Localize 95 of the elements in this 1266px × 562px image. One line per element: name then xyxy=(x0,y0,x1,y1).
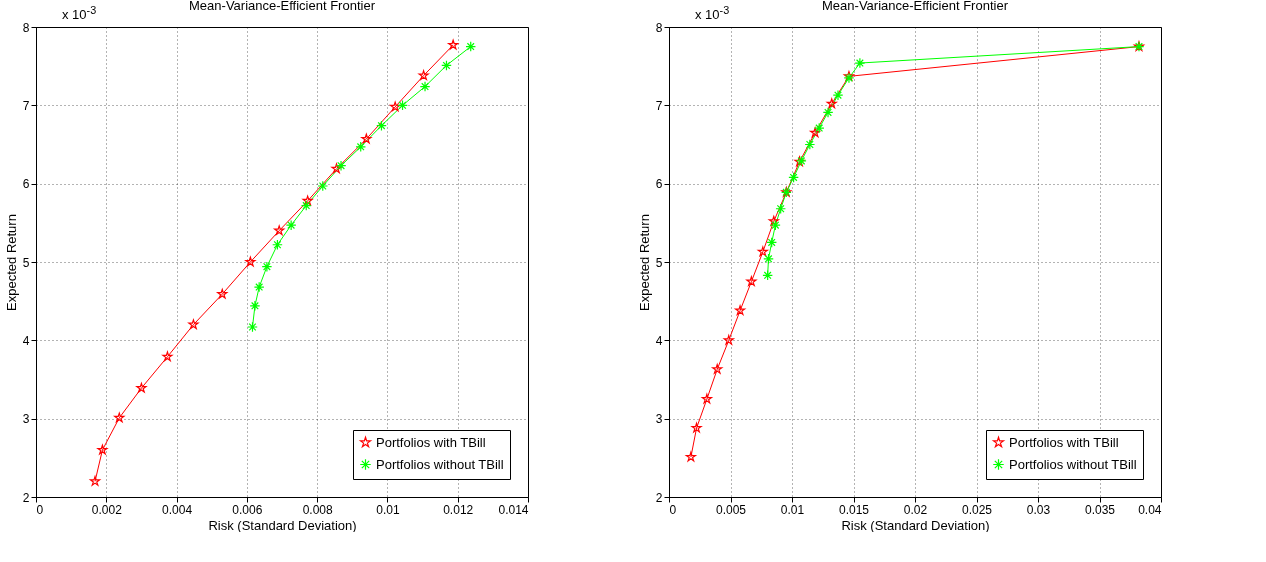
point xyxy=(335,160,347,171)
point xyxy=(247,321,258,333)
legend-label: Portfolios with TBill xyxy=(1009,434,1119,450)
point xyxy=(734,305,746,316)
point xyxy=(746,276,757,287)
point xyxy=(114,412,125,423)
point xyxy=(253,281,265,293)
x-tick-label: 0.006 xyxy=(232,502,263,517)
x-tick-label: 0.035 xyxy=(1084,502,1116,517)
point xyxy=(300,200,312,211)
point xyxy=(217,288,228,299)
point xyxy=(813,122,825,134)
x-tick-label: 0.03 xyxy=(1026,502,1051,517)
x-tick-label: 0.025 xyxy=(961,502,993,517)
point xyxy=(712,363,723,374)
point xyxy=(376,120,387,132)
y-tick-label: 6 xyxy=(655,177,663,192)
text: x 10$^{-3}$ xyxy=(695,4,730,23)
point xyxy=(701,393,712,404)
point xyxy=(757,246,768,257)
x-axis-title: Risk (Standard Deviation) xyxy=(841,517,990,533)
point xyxy=(390,101,401,112)
x-tick-label: 0 xyxy=(36,502,44,517)
point xyxy=(770,219,781,231)
point xyxy=(89,475,101,486)
point xyxy=(810,127,821,138)
point xyxy=(285,219,297,231)
x-tick-label: 0.005 xyxy=(715,502,747,517)
point xyxy=(763,253,774,265)
point xyxy=(331,163,342,174)
legend-label: Portfolios without TBill xyxy=(376,456,504,472)
y-axis-title: Expected Return xyxy=(3,214,19,311)
point xyxy=(317,180,329,192)
x-tick-label: 0 xyxy=(669,502,677,517)
legend-label: Portfolios without TBill xyxy=(1009,456,1137,472)
y-tick-label: 8 xyxy=(22,20,30,35)
point xyxy=(691,422,702,433)
point xyxy=(418,70,429,81)
point xyxy=(272,239,283,251)
y-tick-label: 4 xyxy=(655,333,663,348)
x-tick-label: 0.02 xyxy=(903,502,928,517)
point xyxy=(448,39,459,50)
point xyxy=(188,319,199,330)
point xyxy=(768,215,779,226)
point xyxy=(826,98,837,109)
point xyxy=(397,99,408,111)
y-tick-label: 7 xyxy=(22,98,30,113)
x-tick-label: 0.014 xyxy=(498,502,529,517)
point xyxy=(249,300,261,312)
point xyxy=(261,261,273,273)
point xyxy=(832,89,844,101)
x-tick-label: 0.015 xyxy=(838,502,870,517)
point xyxy=(162,351,173,362)
legend-label: Portfolios with TBill xyxy=(376,434,486,450)
x-tick-label: 0.012 xyxy=(443,502,474,517)
y-tick-label: 3 xyxy=(655,412,663,427)
x-tick-label: 0.04 xyxy=(1138,502,1162,517)
point xyxy=(766,237,778,248)
y-tick-label: 2 xyxy=(655,490,663,505)
point xyxy=(854,57,866,69)
point xyxy=(723,334,734,345)
x-tick-label: 0.01 xyxy=(376,502,400,517)
point xyxy=(685,451,696,462)
y-tick-label: 5 xyxy=(655,255,663,270)
x-tick-label: 0.01 xyxy=(780,502,805,517)
point xyxy=(822,107,834,118)
y-tick-label: 4 xyxy=(22,333,30,348)
y-tick-label: 2 xyxy=(22,490,30,505)
point xyxy=(97,444,108,455)
point xyxy=(465,41,477,52)
point xyxy=(274,225,285,236)
point xyxy=(804,139,816,150)
x-axis-title: Risk (Standard Deviation) xyxy=(208,517,357,533)
y-axis-title: Expected Return xyxy=(636,214,652,311)
point xyxy=(762,269,773,281)
y-tick-label: 5 xyxy=(22,255,30,270)
point xyxy=(302,195,313,206)
x-tick-label: 0.002 xyxy=(91,502,123,517)
y-tick-label: 6 xyxy=(22,177,30,192)
chart-title: Mean-Variance-Efficient Frontier xyxy=(822,0,1009,13)
chart-title: Mean-Variance-Efficient Frontier xyxy=(189,0,376,13)
text: x 10$^{-3}$ xyxy=(62,4,97,23)
point xyxy=(441,60,452,71)
point xyxy=(419,81,431,92)
y-tick-label: 8 xyxy=(655,20,663,35)
point xyxy=(245,256,256,267)
x-tick-label: 0.004 xyxy=(162,502,193,517)
point xyxy=(788,172,799,183)
y-tick-label: 7 xyxy=(655,98,663,113)
y-tick-label: 3 xyxy=(22,412,30,427)
point xyxy=(775,203,787,215)
point xyxy=(355,141,367,153)
point xyxy=(361,133,372,144)
point xyxy=(136,382,147,393)
x-tick-label: 0.008 xyxy=(302,502,333,517)
